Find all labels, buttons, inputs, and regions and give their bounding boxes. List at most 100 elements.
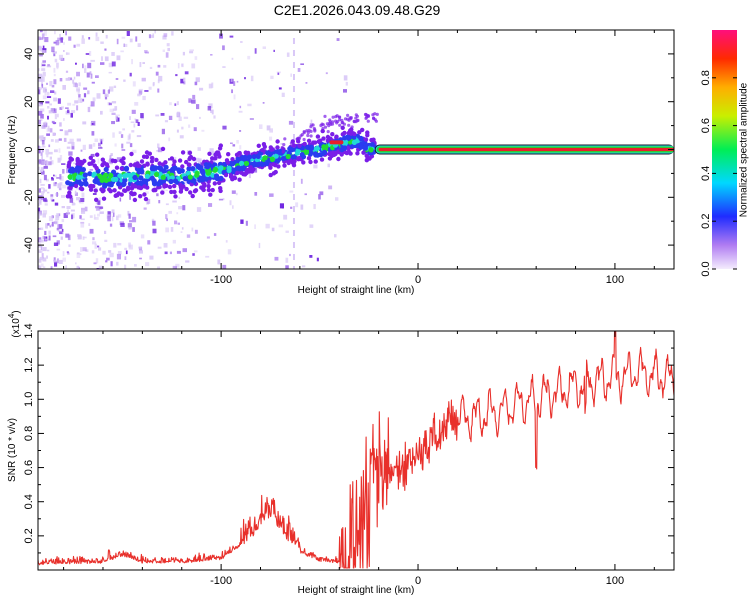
spectrogram-speckle [80,223,85,228]
spectrogram-speckle [90,153,95,157]
spectrogram-ridge-dot [364,153,369,158]
spectrogram-speckle [343,75,348,81]
spectrogram-speckle [46,96,52,98]
spectrogram-secondary-dot [281,150,285,154]
spectrogram-speckle [88,37,91,40]
y-tick-label: 1.2 [23,357,35,372]
spectrogram-speckle [198,158,202,164]
spectrogram-speckle [99,138,104,142]
spectrogram-speckle [46,65,52,68]
spectrogram-ridge-dot [312,140,318,145]
spectrogram-speckle [120,50,124,53]
spectrogram-ridge-dot [149,159,155,164]
spectrogram-speckle [44,37,49,43]
spectrogram-ridge-dot [371,137,376,142]
spectrogram-speckle [43,165,48,169]
spectrogram-speckle [63,137,67,142]
spectrogram-ridge-dot [82,172,88,178]
spectrogram-ridge-dot [336,156,341,162]
spectrogram-ridge-dot [145,161,150,166]
spectrogram-ridge-dot [163,160,168,165]
spectrogram-ridge-dot [246,154,253,160]
spectrogram-speckle [42,48,47,51]
spectrogram-speckle [40,30,43,33]
spectrogram-speckle [165,227,169,233]
spectrogram-secondary-dot [375,112,379,116]
spectrogram-speckle [124,247,127,251]
spectrogram-speckle [336,38,340,41]
spectrogram-speckle [227,249,232,255]
spectrogram-ridge-dot [363,142,369,148]
spectrogram-speckle [68,244,71,247]
spectrogram-speckle [53,242,59,246]
spectrogram-speckle [169,102,172,106]
spectrogram-ridge-dot [162,183,167,188]
spectrogram-speckle [42,122,47,128]
spectrogram-speckle [38,36,41,41]
chart-title: C2E1.2026.043.09.48.G29 [273,2,441,18]
spectrogram-speckle [70,112,73,118]
spectrogram-speckle [71,213,75,219]
spectrogram-speckle [39,37,44,40]
spectrogram-speckle [316,257,319,262]
spectrogram-speckle [81,192,85,198]
spectrogram-speckle [181,126,184,130]
spectrogram-speckle [104,48,107,51]
spectrogram-speckle [210,109,214,113]
spectrogram-speckle [83,93,87,98]
spectrogram-speckle [197,147,201,151]
spectrogram-speckle [176,212,179,215]
spectrogram-speckle [111,209,115,214]
spectrogram-speckle [127,135,131,141]
spectrogram-speckle [168,210,172,214]
spectrogram-ridge-dot [144,150,150,155]
spectrogram-ridge-dot [230,157,235,162]
y-tick-label: 0.2 [23,528,35,543]
spectrogram-speckle [54,261,58,267]
spectrogram-secondary-dot [289,141,293,145]
spectrogram-speckle [43,30,47,36]
spectrogram-speckle [162,35,167,40]
spectrogram-speckle [95,75,99,78]
spectrogram-speckle [38,211,42,216]
spectrogram-speckle [51,46,55,53]
spectrogram-ridge-dot [180,150,186,155]
spectrogram-speckle [50,194,54,197]
spectrogram-ridge-dot [167,184,173,190]
spectrogram-ridge-dot [66,162,72,168]
spectrogram-speckle [40,138,45,141]
spectrogram-speckle [66,146,71,149]
spectrogram-ridge-dot [223,172,229,178]
spectrogram-speckle [104,56,109,62]
spectrogram-speckle [300,204,304,210]
spectrogram-speckle [80,247,83,252]
spectrogram-speckle [78,94,81,98]
spectrogram-ridge-dot [132,197,138,203]
spectrogram-speckle [123,79,126,82]
spectrogram-ridge-dot [269,156,275,162]
spectrogram-ridge-dot [302,141,307,147]
spectrogram-speckle [116,55,121,61]
spectrogram-speckle [124,256,127,260]
spectrogram-speckle [98,247,102,251]
spectrogram-ridge-dot [206,183,211,189]
spectrogram-speckle [60,236,63,240]
spectrogram-ridge-dot [172,189,177,195]
spectrogram-speckle [120,134,124,138]
spectrogram-ridge-dot [88,187,94,192]
spectrogram-speckle [144,50,148,54]
spectrogram-speckle [94,217,99,220]
spectrogram-speckle [148,34,152,39]
spectrogram-ridge-dot [113,158,118,164]
spectrogram-speckle [181,63,183,67]
spectrogram-ridge-dot [201,187,206,192]
y-tick-label: 20 [23,96,35,108]
spectrogram-speckle [231,190,236,194]
spectrogram-ridge-dot [361,150,366,155]
spectrogram-ridge-dot [141,154,147,159]
spectrogram-speckle [145,51,149,54]
spectrogram-ridge-dot [154,171,160,178]
spectrogram-ridge-dot [216,180,222,186]
spectrogram-speckle [59,122,62,127]
spectrogram-speckle [127,210,130,216]
